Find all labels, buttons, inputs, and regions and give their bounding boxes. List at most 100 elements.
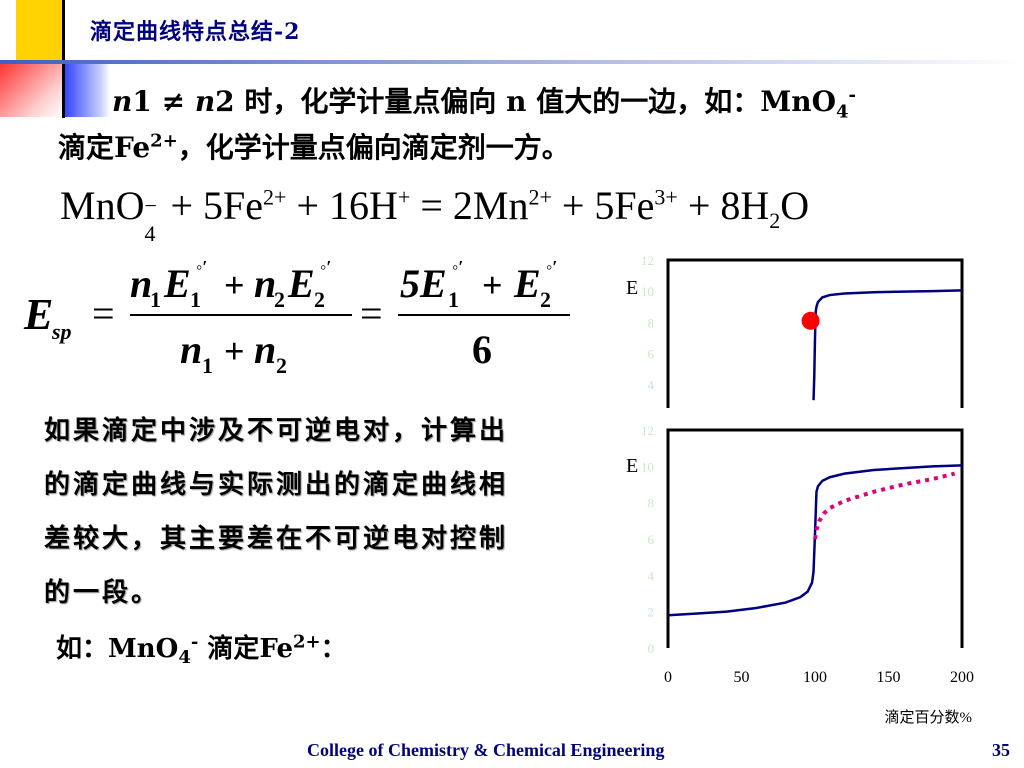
eq-fe-sup: 2+ (263, 184, 287, 210)
num-n2-sub: 2 (274, 287, 285, 312)
chart-bottom-ytick: 8 (648, 496, 655, 511)
num-plus: + (224, 265, 245, 305)
n2-symbol: n (194, 85, 216, 118)
eq-fe: + 5Fe (170, 183, 264, 228)
eq-mn: = 2Mn (420, 183, 529, 228)
num-E1: E (163, 261, 191, 306)
n1-index: 1 (132, 85, 152, 118)
num-r-E2-sub: 2 (540, 287, 551, 312)
line1-text: 时，化学计量点偏向 n 值大的一边，如：MnO (244, 85, 837, 118)
chart-bottom-xtick: 100 (803, 669, 827, 686)
esp-E: E (23, 290, 53, 339)
esp-sub: sp (51, 319, 72, 344)
chart-bottom-ytick: 10 (641, 459, 654, 474)
line2-sup: 2+ (150, 130, 178, 152)
line2-pre: 滴定Fe (58, 131, 151, 164)
example-post: ： (320, 634, 347, 664)
footer-college: College of Chemistry & Chemical Engineer… (307, 740, 665, 760)
text-line-1: n1 ≠ n2 时，化学计量点偏向 n 值大的一边，如：MnO4- (112, 80, 856, 123)
chart-top-ytick: 4 (648, 378, 655, 393)
num-n1: n (130, 261, 152, 306)
chart-bottom-ytick: 2 (648, 605, 655, 620)
line2-post: ，化学计量点偏向滴定剂一方。 (177, 131, 570, 164)
chart-top-ytick: 6 (648, 346, 655, 361)
chart-bottom-ytick: 0 (648, 641, 655, 656)
chart-top-series-line (812, 289, 963, 401)
chart-bottom-measured-line (813, 471, 956, 540)
example-line: 如：MnO4- 滴定Fe2+： (56, 628, 347, 668)
den-n1: n (180, 327, 202, 372)
text-line-2: 滴定Fe2+，化学计量点偏向滴定剂一方。 (58, 126, 570, 166)
chart-top-ylabel: E (626, 277, 638, 299)
num-E2-deg: ◦′ (320, 257, 331, 277)
num-r-deg: ◦′ (452, 257, 463, 277)
chart-bottom-xtick: 0 (664, 669, 672, 686)
chart-bottom-ytick: 12 (641, 423, 654, 438)
den-n1-sub: 1 (202, 353, 213, 378)
esp-formula: E sp = n 1 E 1 ◦′ + n 2 E 2 ◦′ n 1 + n 2… (23, 257, 570, 378)
line1-sup: - (848, 84, 857, 106)
chart-bottom-frame (666, 428, 964, 648)
eq-mno-sup: − (144, 193, 157, 218)
example-sup2: 2+ (293, 631, 321, 653)
chart-bottom: 0 2 4 6 8 10 12 0 50 100 150 200 E 滴定百分数% (626, 423, 974, 726)
num-E2-sub: 2 (314, 287, 325, 312)
chart-bottom-xtick: 200 (950, 669, 974, 686)
num-E1-deg: ◦′ (196, 257, 207, 277)
chart-top: 4 6 8 10 12E (626, 253, 964, 408)
num-r-plus: + (482, 265, 503, 305)
eq-h: + 16H (296, 183, 398, 228)
num-r-sub: 1 (448, 287, 459, 312)
chart-bottom-xlabel: 滴定百分数% (885, 708, 973, 726)
den-r: 6 (472, 327, 492, 372)
explanation-paragraph: 如果滴定中涉及不可逆电对，计算出的滴定曲线与实际测出的滴定曲线相差较大，其主要差… (44, 416, 509, 608)
vertical-rule (62, 0, 65, 118)
chart-bottom-ylabel: E (626, 455, 638, 477)
chart-top-ytick: 8 (648, 315, 655, 330)
chart-top-ytick: 12 (641, 253, 654, 268)
chart-top-ytick: 10 (641, 284, 654, 299)
num-E2: E (287, 261, 315, 306)
eq-mno-sub: 4 (144, 221, 156, 246)
line1-sub: 4 (836, 101, 849, 123)
eq-h2-sub: 2 (769, 208, 781, 233)
equals-1: = (92, 291, 115, 336)
example-sup: - (190, 631, 199, 653)
chart-bottom-ytick: 6 (648, 532, 655, 547)
num-n1-sub: 1 (150, 287, 161, 312)
chart-bottom-ytick: 4 (648, 568, 655, 583)
n2-index: 2 (215, 85, 235, 118)
corner-decoration (0, 0, 110, 120)
title-underline (0, 60, 1024, 64)
example-mid: 滴定Fe (198, 634, 293, 664)
example-pre: 如：MnO (56, 634, 179, 664)
example-sub: 4 (178, 647, 191, 669)
slide-title: 滴定曲线特点总结-2 (90, 19, 301, 45)
eq-h-sup: + (397, 184, 411, 210)
eq-mn-sup: 2+ (528, 184, 552, 210)
eq-o: O (780, 183, 810, 228)
num-r-E2: E (513, 261, 541, 306)
chart-bottom-calculated-line (667, 464, 963, 617)
num-r-E2-deg: ◦′ (546, 257, 557, 277)
chart-top-frame (666, 258, 964, 408)
den-n2: n (254, 327, 276, 372)
eq-h2: + 8H (687, 183, 770, 228)
blue-gradient-block (64, 62, 110, 117)
eq-fe3: + 5Fe (561, 183, 655, 228)
chart-top-marker (801, 311, 820, 330)
den-n2-sub: 2 (276, 353, 287, 378)
eq-mno: MnO (60, 183, 145, 228)
equals-2: = (360, 291, 383, 336)
footer-page-number: 35 (992, 740, 1010, 760)
num-E1-sub: 1 (190, 287, 201, 312)
eq-fe3-sup: 3+ (654, 184, 678, 210)
yellow-block (16, 0, 64, 62)
num-r-5E1: 5E (400, 261, 447, 306)
chart-bottom-xtick: 50 (734, 669, 750, 686)
reaction-equation: MnO −4 + 5Fe2+ + 16H+ = 2Mn2+ + 5Fe3+ + 8… (60, 182, 810, 246)
red-gradient-block (0, 62, 64, 117)
chart-bottom-xtick: 150 (877, 669, 901, 686)
neq-symbol: ≠ (161, 85, 186, 118)
